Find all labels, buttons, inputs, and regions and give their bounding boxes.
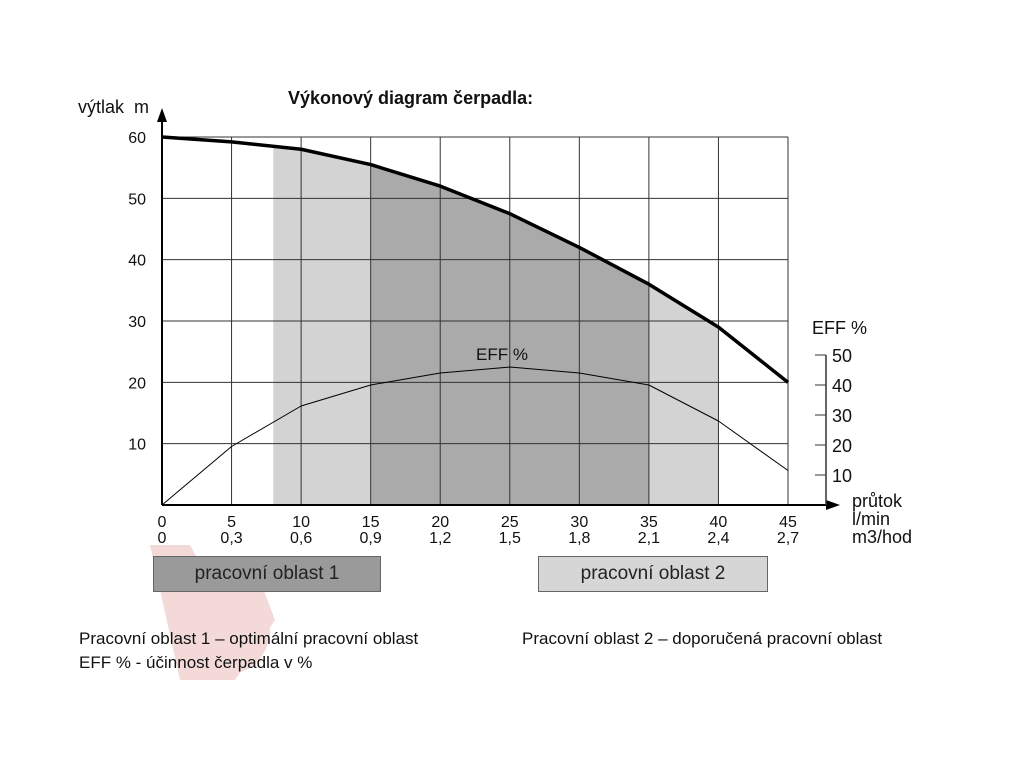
- x-tick-label-secondary: 1,2: [429, 530, 451, 547]
- note-area-1: Pracovní oblast 1 – optimální pracovní o…: [79, 629, 419, 648]
- y-tick-label: 10: [128, 437, 146, 454]
- y2-tick-label: 40: [832, 376, 852, 396]
- eff-curve-label: EFF %: [476, 345, 528, 364]
- x-tick-label-secondary: 0,3: [220, 530, 242, 547]
- x-tick-label-secondary: 0,6: [290, 530, 312, 547]
- x-tick-label-secondary: 2,1: [638, 530, 660, 547]
- y-tick-label: 40: [128, 253, 146, 270]
- y2-tick-label: 30: [832, 406, 852, 426]
- x-tick-label: 20: [431, 514, 449, 531]
- x-tick-label: 25: [501, 514, 519, 531]
- x-tick-label: 40: [710, 514, 728, 531]
- x-tick-label: 0: [158, 514, 167, 531]
- eff-curve: [161, 366, 789, 506]
- y2-axis-label: EFF %: [812, 318, 867, 338]
- y-tick-label: 20: [128, 375, 146, 392]
- y-tick-label: 60: [128, 130, 146, 147]
- x-tick-label-secondary: 1,8: [568, 530, 590, 547]
- x-tick-label-secondary: 2,7: [777, 530, 799, 547]
- x-tick-label: 10: [292, 514, 310, 531]
- head-curve: [161, 135, 790, 384]
- y-tick-label: 30: [128, 314, 146, 331]
- x-axis-label-1: průtok: [852, 491, 903, 511]
- legend-area-1: pracovní oblast 1: [153, 556, 381, 592]
- y-axis-label: výtlak m: [78, 97, 149, 117]
- y-axis-arrow: [157, 108, 167, 122]
- legend-area-2: pracovní oblast 2: [538, 556, 768, 592]
- y-tick-label: 50: [128, 191, 146, 208]
- x-tick-label: 45: [779, 514, 797, 531]
- x-axis-label-2: l/min: [852, 509, 890, 529]
- x-axis-arrow: [826, 500, 840, 510]
- note-area-2: Pracovní oblast 2 – doporučená pracovní …: [522, 629, 883, 648]
- x-tick-label: 35: [640, 514, 658, 531]
- x-tick-label-secondary: 2,4: [707, 530, 729, 547]
- note-eff: EFF % - účinnost čerpadla v %: [79, 653, 313, 672]
- x-tick-label-secondary: 0: [158, 530, 167, 547]
- chart-title: Výkonový diagram čerpadla:: [288, 88, 533, 108]
- x-tick-label: 15: [362, 514, 380, 531]
- y2-tick-label: 50: [832, 346, 852, 366]
- x-tick-label: 5: [227, 514, 236, 531]
- x-tick-label-secondary: 1,5: [499, 530, 521, 547]
- y2-tick-label: 10: [832, 466, 852, 486]
- x-tick-label: 30: [570, 514, 588, 531]
- y2-tick-label: 20: [832, 436, 852, 456]
- x-tick-label-secondary: 0,9: [360, 530, 382, 547]
- x-axis-label-3: m3/hod: [852, 527, 912, 547]
